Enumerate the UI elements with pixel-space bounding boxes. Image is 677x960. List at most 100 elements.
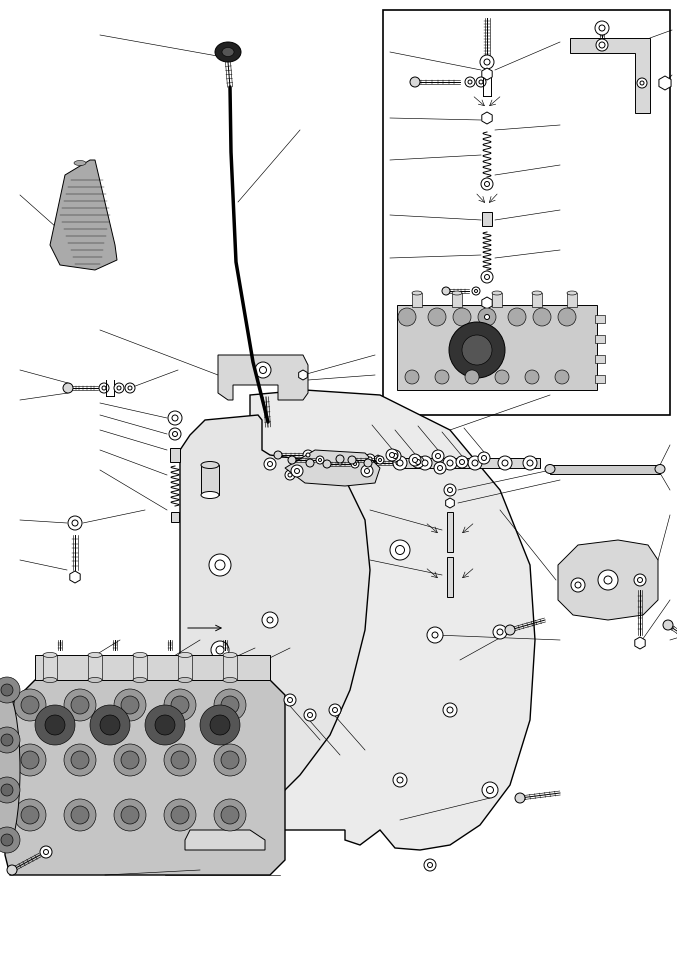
Circle shape (481, 455, 487, 461)
Circle shape (291, 465, 303, 477)
Circle shape (68, 516, 82, 530)
Circle shape (214, 689, 246, 721)
Circle shape (72, 520, 78, 526)
Ellipse shape (201, 492, 219, 498)
Polygon shape (445, 498, 454, 508)
Circle shape (173, 431, 177, 437)
Circle shape (480, 55, 494, 69)
Circle shape (0, 827, 20, 853)
Circle shape (638, 578, 642, 583)
Circle shape (35, 705, 75, 745)
Circle shape (397, 777, 403, 783)
Circle shape (264, 458, 276, 470)
Circle shape (259, 367, 267, 373)
Circle shape (508, 308, 526, 326)
Circle shape (164, 744, 196, 776)
Circle shape (14, 744, 46, 776)
Circle shape (485, 275, 489, 279)
Circle shape (412, 458, 418, 463)
Circle shape (1, 834, 13, 846)
Bar (223, 655, 237, 680)
Circle shape (396, 461, 400, 465)
Circle shape (393, 773, 407, 787)
Circle shape (304, 709, 316, 721)
Circle shape (210, 715, 230, 735)
Circle shape (389, 450, 401, 462)
Polygon shape (313, 451, 320, 459)
Circle shape (523, 456, 537, 470)
Circle shape (376, 456, 384, 464)
Ellipse shape (222, 47, 234, 57)
Circle shape (390, 540, 410, 560)
Circle shape (596, 39, 608, 51)
Circle shape (465, 77, 475, 87)
Circle shape (121, 696, 139, 714)
Circle shape (172, 415, 178, 421)
Bar (412, 293, 422, 307)
Circle shape (575, 582, 581, 588)
Circle shape (303, 450, 313, 460)
Circle shape (393, 458, 403, 468)
Circle shape (485, 315, 489, 320)
Circle shape (481, 271, 493, 283)
Circle shape (443, 456, 457, 470)
Circle shape (121, 751, 139, 769)
Circle shape (307, 712, 313, 717)
Circle shape (435, 370, 449, 384)
Circle shape (558, 308, 576, 326)
Circle shape (100, 715, 120, 735)
Circle shape (221, 806, 239, 824)
Circle shape (1, 684, 13, 696)
Circle shape (145, 705, 185, 745)
Circle shape (410, 77, 420, 87)
Circle shape (114, 799, 146, 831)
Circle shape (478, 452, 490, 464)
Circle shape (90, 705, 130, 745)
Circle shape (306, 459, 314, 467)
Circle shape (447, 707, 453, 713)
Circle shape (323, 460, 331, 468)
Circle shape (472, 287, 480, 295)
Circle shape (267, 462, 273, 467)
Bar (395, 458, 540, 468)
Circle shape (478, 308, 496, 326)
Circle shape (393, 453, 397, 459)
Circle shape (427, 862, 433, 868)
Bar (595, 335, 605, 343)
Circle shape (332, 708, 338, 712)
Circle shape (14, 689, 46, 721)
Circle shape (336, 455, 344, 463)
Circle shape (214, 799, 246, 831)
Circle shape (262, 612, 278, 628)
Circle shape (168, 411, 182, 425)
Circle shape (21, 751, 39, 769)
Circle shape (0, 677, 20, 703)
Circle shape (200, 705, 240, 745)
Circle shape (306, 453, 310, 457)
Polygon shape (70, 571, 80, 583)
Ellipse shape (178, 653, 192, 658)
Ellipse shape (133, 653, 147, 658)
Circle shape (427, 627, 443, 643)
Circle shape (288, 473, 292, 477)
Circle shape (211, 641, 229, 659)
Polygon shape (403, 459, 410, 467)
Polygon shape (482, 297, 492, 309)
Circle shape (604, 576, 612, 584)
Circle shape (481, 311, 493, 323)
Circle shape (351, 460, 359, 468)
Circle shape (21, 696, 39, 714)
Ellipse shape (655, 465, 665, 473)
Polygon shape (250, 390, 535, 850)
Circle shape (476, 77, 486, 87)
Polygon shape (345, 459, 351, 467)
Circle shape (443, 703, 457, 717)
Circle shape (434, 462, 446, 474)
Polygon shape (659, 76, 671, 90)
Ellipse shape (412, 291, 422, 295)
Circle shape (484, 59, 490, 65)
Bar (43, 655, 57, 680)
Circle shape (214, 744, 246, 776)
Circle shape (0, 777, 20, 803)
Circle shape (428, 308, 446, 326)
